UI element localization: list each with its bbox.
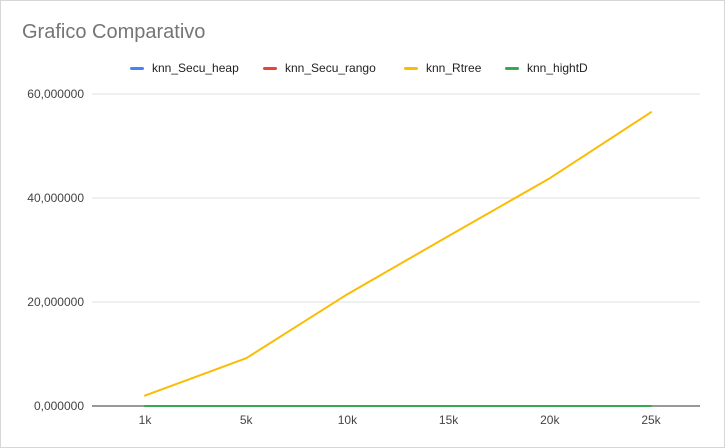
y-tick-label: 0,000000 xyxy=(34,399,84,413)
y-tick-label: 60,000000 xyxy=(27,87,84,101)
chart-title: Grafico Comparativo xyxy=(22,21,206,43)
legend-label-knn-rtree: knn_Rtree xyxy=(426,61,482,75)
x-tick-label: 25k xyxy=(641,413,661,427)
x-tick-label: 1k xyxy=(139,413,153,427)
series-lines xyxy=(144,111,652,407)
x-axis-tick-labels: 1k 5k 10k 15k 20k 25k xyxy=(139,413,662,427)
legend-swatch-knn-secu-rango xyxy=(263,66,277,70)
legend-swatch-knn-rtree xyxy=(404,66,418,70)
x-tick-label: 15k xyxy=(439,413,459,427)
legend-item-knn-secu-rango[interactable]: knn_Secu_rango xyxy=(263,59,376,77)
y-tick-label: 40,000000 xyxy=(27,191,84,205)
y-axis-tick-labels: 0,000000 20,000000 40,000000 60,000000 xyxy=(27,87,84,413)
legend-swatch-knn-secu-heap xyxy=(130,66,144,70)
legend: knn_Secu_heap knn_Secu_rango knn_Rtree k… xyxy=(0,59,725,77)
legend-label-knn-secu-heap: knn_Secu_heap xyxy=(152,61,239,75)
legend-swatch-knn-hightd xyxy=(505,66,519,70)
legend-item-knn-secu-heap[interactable]: knn_Secu_heap xyxy=(130,59,239,77)
legend-label-knn-hightd: knn_hightD xyxy=(527,61,588,75)
legend-label-knn-secu-rango: knn_Secu_rango xyxy=(285,61,376,75)
legend-item-knn-rtree[interactable]: knn_Rtree xyxy=(404,59,481,77)
x-tick-label: 5k xyxy=(240,413,254,427)
series-line-knn-rtree[interactable] xyxy=(144,111,652,397)
x-tick-label: 20k xyxy=(540,413,560,427)
y-tick-label: 20,000000 xyxy=(27,295,84,309)
legend-item-knn-hightd[interactable]: knn_hightD xyxy=(505,59,588,77)
x-tick-label: 10k xyxy=(338,413,358,427)
